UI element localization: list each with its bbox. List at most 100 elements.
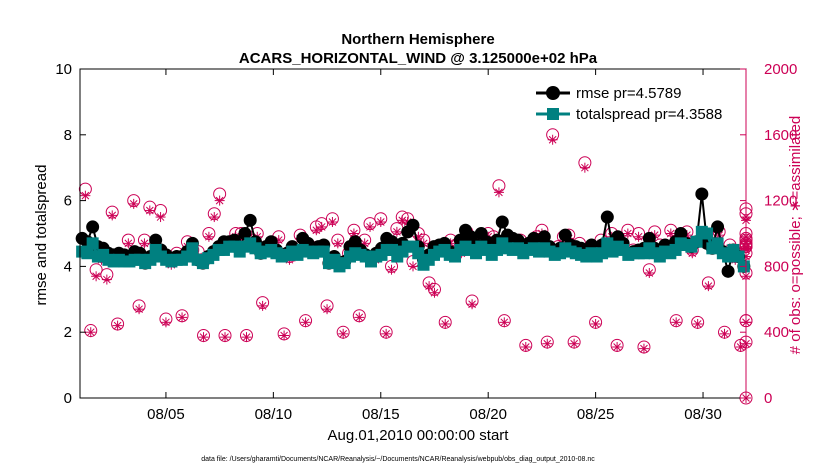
- data-file-footnote: data file: /Users/gharamti/Documents/NCA…: [201, 456, 595, 463]
- x-tick-label: 08/20: [469, 406, 507, 423]
- obs-assimilated-point: [279, 330, 290, 341]
- obs-assimilated-point: [354, 312, 365, 323]
- asterisk-stroke: [720, 329, 729, 338]
- obs-assimilated-point: [440, 318, 451, 329]
- asterisk-stroke: [86, 328, 95, 337]
- obs-assimilated-point: [134, 304, 145, 315]
- asterisk-stroke: [108, 211, 117, 220]
- obs-assimilated-point: [177, 312, 188, 323]
- y2-tick-label: 2000: [764, 61, 797, 78]
- rmse-point: [243, 213, 257, 227]
- x-axis-label: Aug.01,2010 00:00:00 start: [328, 427, 510, 444]
- legend-rmse-marker: [546, 86, 560, 100]
- obs-assimilated-point: [569, 338, 580, 349]
- rmse-point: [721, 264, 735, 278]
- obs-assimilated-point: [493, 187, 504, 198]
- totalspread-point: [732, 250, 745, 263]
- asterisk-stroke: [178, 313, 186, 322]
- obs-assimilated-point: [91, 271, 102, 282]
- obs-assimilated-point: [386, 264, 397, 275]
- obs-assimilated-point: [155, 212, 166, 223]
- asterisk-stroke: [645, 269, 654, 277]
- obs-assimilated-point: [332, 238, 343, 249]
- asterisk-stroke: [221, 333, 229, 341]
- asterisk-stroke: [382, 329, 390, 338]
- obs-assimilated-point: [139, 238, 150, 249]
- y-tick-label: 10: [55, 61, 72, 78]
- x-tick-label: 08/25: [577, 406, 615, 423]
- totalspread-point: [186, 242, 199, 255]
- asterisk-stroke: [693, 320, 702, 328]
- obs-assimilated-point: [214, 195, 225, 206]
- asterisk-stroke: [317, 223, 326, 231]
- rmse-point: [600, 210, 614, 224]
- asterisk-stroke: [92, 272, 100, 281]
- asterisk-stroke: [543, 339, 552, 348]
- y-tick-labels: 0 2 4 6 8 10: [55, 61, 72, 407]
- asterisk-stroke: [162, 318, 170, 327]
- obs-assimilated-point: [622, 228, 633, 239]
- obs-assimilated-point: [198, 332, 209, 343]
- y2-tick-label: 400: [764, 324, 789, 341]
- totalspread-point: [412, 247, 425, 260]
- obs-assimilated-point: [703, 281, 714, 292]
- obs-assimilated-point: [144, 205, 155, 216]
- x-tick-label: 08/15: [362, 406, 400, 423]
- obs-assimilated-point: [160, 317, 171, 328]
- rmse-point: [238, 227, 252, 240]
- legend: rmse pr=4.5789 totalspread pr=4.3588: [527, 76, 737, 128]
- asterisk-stroke: [210, 213, 219, 221]
- totalspread-point: [711, 237, 724, 250]
- obs-assimilated-point: [547, 134, 558, 145]
- asterisk-stroke: [199, 333, 208, 341]
- asterisk-stroke: [124, 239, 133, 248]
- obs-assimilated-point: [311, 225, 322, 236]
- asterisk-stroke: [591, 320, 600, 328]
- rmse-point: [406, 218, 420, 232]
- obs-assimilated-point: [112, 320, 123, 331]
- axes: [79, 68, 747, 399]
- obs-assimilated-point: [644, 267, 655, 278]
- asterisk-stroke: [376, 218, 385, 226]
- asterisk-stroke: [258, 302, 267, 310]
- series-totalspread: [76, 225, 750, 273]
- asterisk-stroke: [135, 305, 143, 314]
- asterisk-stroke: [736, 343, 745, 351]
- obs-assimilated-point: [397, 215, 408, 226]
- asterisk-stroke: [430, 288, 439, 297]
- rmse-point: [642, 231, 656, 245]
- asterisk-stroke: [350, 229, 358, 238]
- legend-box: [527, 76, 737, 128]
- y-tick-label: 4: [64, 258, 72, 275]
- legend-totalspread-label: totalspread pr=4.3588: [576, 106, 722, 123]
- obs-assimilated-point: [80, 190, 91, 201]
- rmse-point: [149, 233, 163, 247]
- asterisk-stroke: [323, 305, 331, 314]
- y-tick-label: 0: [64, 390, 72, 407]
- asterisk-stroke: [623, 229, 632, 238]
- y2-tick-label: 1600: [764, 127, 797, 144]
- x-tick-label: 08/30: [684, 406, 722, 423]
- x-tick-label: 08/10: [255, 406, 293, 423]
- obs-assimilated-point: [107, 210, 118, 221]
- obs-assimilated-point: [327, 216, 338, 227]
- asterisk-stroke: [156, 213, 165, 221]
- obs-assimilated-point: [590, 318, 601, 329]
- obs-assimilated-point: [85, 327, 96, 338]
- rmse-point: [495, 215, 509, 229]
- asterisk-stroke: [215, 196, 224, 205]
- asterisk-stroke: [409, 262, 417, 271]
- y-tick-label: 8: [64, 127, 72, 144]
- obs-assimilated-point: [257, 300, 268, 311]
- asterisk-stroke: [103, 275, 111, 284]
- x-tick-labels: 08/05 08/10 08/15 08/20 08/25 08/30: [147, 406, 722, 423]
- totalspread-point: [317, 245, 330, 258]
- obs-assimilated-point: [638, 343, 649, 354]
- obs-assimilated-point: [429, 287, 440, 298]
- asterisk-stroke: [301, 318, 310, 327]
- obs-assimilated-point: [735, 342, 746, 353]
- asterisk-stroke: [704, 282, 713, 290]
- totalspread-point: [690, 235, 703, 248]
- y2-tick-labels: 0 400 800 1200 1600 2000: [764, 61, 797, 407]
- asterisk-stroke: [581, 163, 589, 172]
